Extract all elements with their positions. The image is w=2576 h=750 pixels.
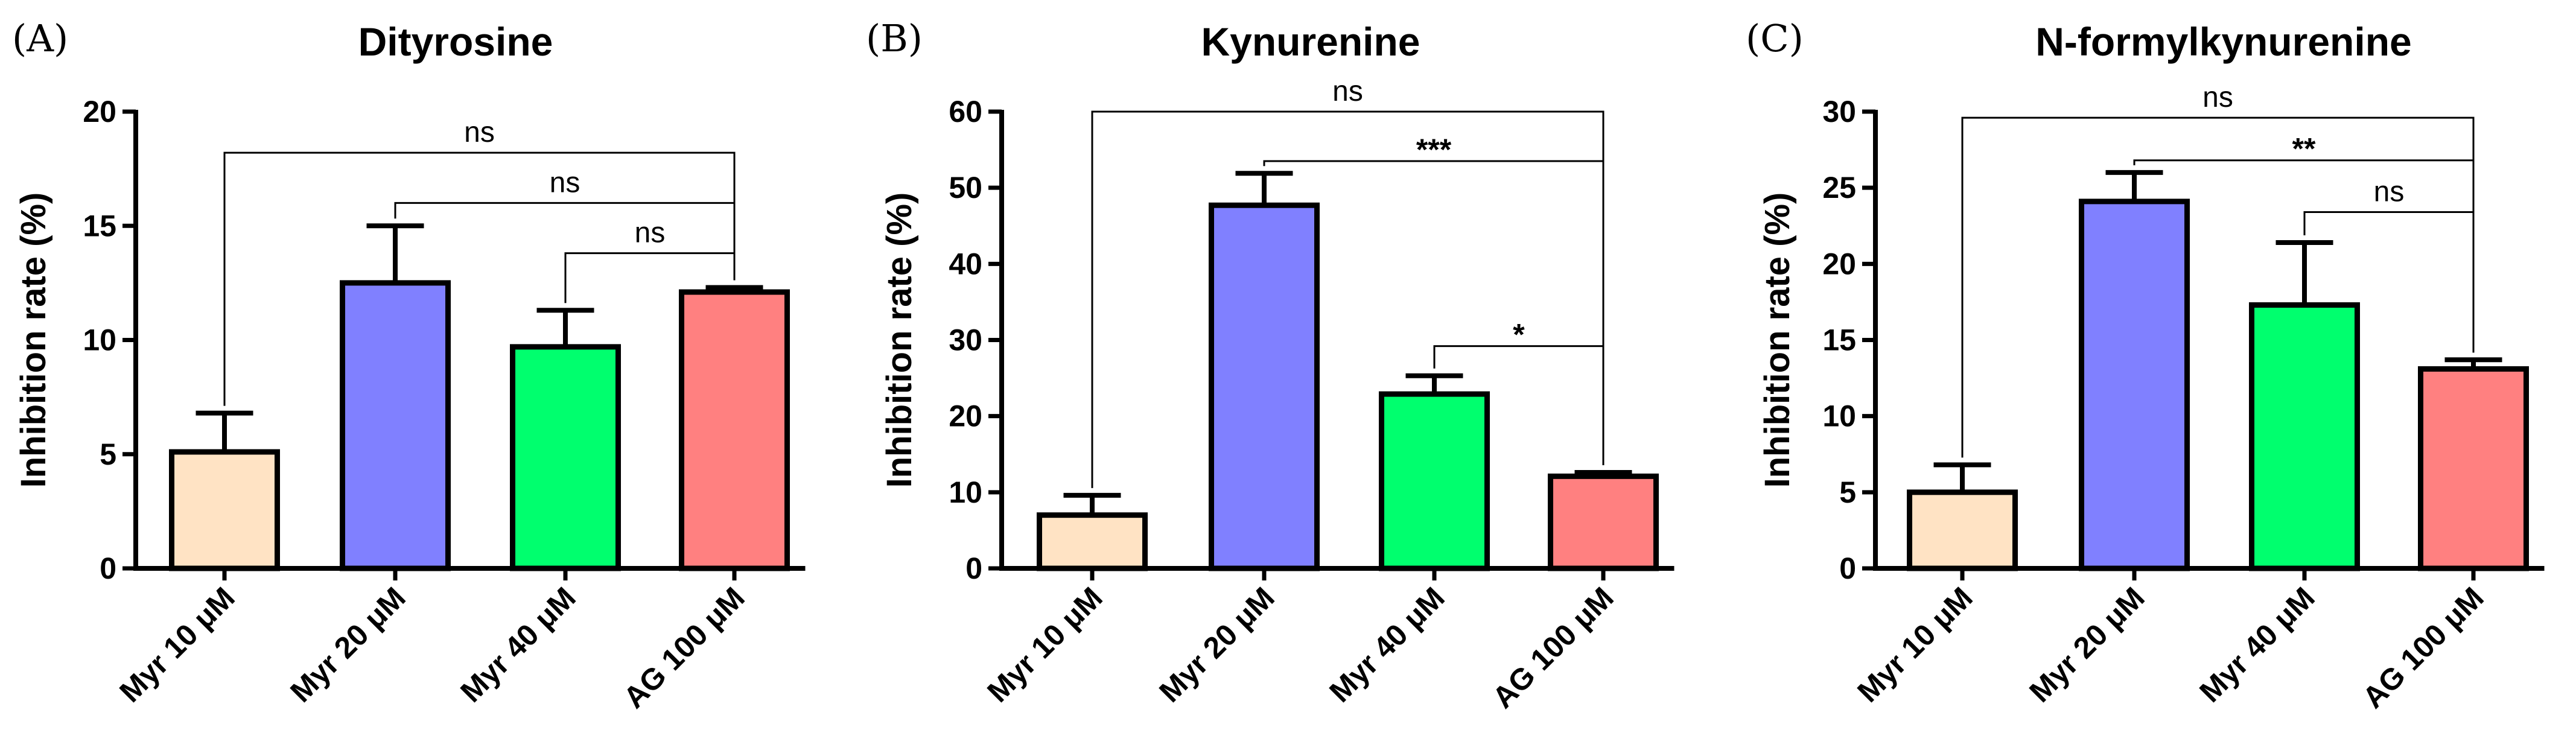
chart-2-y-axis-label: Inhibition rate (%) — [1758, 192, 1797, 488]
chart-1-y-tick-label: 20 — [949, 399, 982, 433]
chart-0-significance-bracket — [564, 252, 736, 303]
chart-1-significance-label: *** — [1416, 133, 1452, 167]
chart-0-y-tick-label: 20 — [83, 95, 116, 129]
chart-1-significance-bracket — [1433, 345, 1604, 466]
chart-1-panel-letter: (B) — [866, 16, 923, 60]
chart-2-panel-letter: (C) — [1746, 16, 1804, 60]
chart-2-title: N-formylkynurenine — [2035, 19, 2411, 64]
chart-2-significance-label: ns — [2202, 81, 2233, 113]
chart-2-y-tick-label: 30 — [1822, 95, 1856, 129]
chart-1-category-label: Myr 10 μM — [981, 580, 1109, 709]
chart-1-bar — [1548, 473, 1659, 571]
chart-0-y-tick-label: 5 — [100, 437, 116, 471]
chart-0-significance-label: ns — [464, 116, 495, 148]
chart-2-bar — [2249, 302, 2360, 571]
chart-1-panel: (B) Kynurenine Inhibition rate (%) 0 10 20 30 4… — [866, 16, 1674, 715]
chart-1-bar — [1379, 391, 1490, 571]
chart-2-y-tick-label: 25 — [1822, 171, 1856, 205]
chart-0-category-label: AG 100 μM — [617, 580, 751, 714]
chart-1-y-tick-label: 30 — [949, 323, 982, 357]
chart-0-y-axis-label: Inhibition rate (%) — [14, 192, 53, 488]
chart-1-significance-bracket — [1091, 110, 1604, 488]
chart-0-significance-label: ns — [550, 167, 580, 199]
chart-0-bar — [169, 449, 280, 571]
chart-2-bar — [2418, 366, 2529, 571]
chart-1-y-tick-label: 50 — [949, 171, 982, 205]
chart-2-category-label: Myr 10 μM — [1851, 580, 1979, 709]
chart-2-y-tick-label: 20 — [1822, 247, 1856, 281]
chart-0-significance-bracket — [394, 202, 736, 281]
chart-1-significance-bracket — [1263, 160, 1604, 466]
chart-0-y-tick-label: 0 — [100, 551, 116, 585]
chart-2-panel: (C) N-formylkynurenine Inhibition rate (%)… — [1746, 16, 2545, 715]
chart-2-y-tick-label: 5 — [1839, 475, 1856, 509]
chart-0-category-label: Myr 10 μM — [113, 580, 241, 709]
chart-2-y-tick-label: 10 — [1822, 399, 1856, 433]
chart-1-y-tick-label: 60 — [949, 95, 982, 129]
chart-1-bar — [1209, 202, 1320, 571]
chart-2-significance-label: ns — [2374, 176, 2405, 208]
chart-1-significance-label: * — [1513, 318, 1525, 352]
chart-1-y-tick-label: 0 — [965, 551, 982, 585]
chart-1-y-axis-label: Inhibition rate (%) — [880, 192, 919, 488]
chart-2-y-tick-label: 0 — [1839, 551, 1856, 585]
chart-0-significance-label: ns — [635, 217, 666, 249]
chart-0-y-tick-label: 10 — [83, 323, 116, 357]
chart-1-significance-label: ns — [1332, 75, 1363, 107]
chart-2-bar — [1907, 489, 2018, 571]
chart-1-bar — [1037, 512, 1148, 571]
chart-2-category-label: Myr 40 μM — [2193, 580, 2321, 709]
chart-1-category-label: Myr 20 μM — [1153, 580, 1281, 709]
chart-2-category-label: AG 100 μM — [2356, 580, 2490, 714]
chart-1-category-label: AG 100 μM — [1486, 580, 1620, 714]
chart-0-title: Dityrosine — [358, 19, 553, 64]
chart-1-category-label: Myr 40 μM — [1323, 580, 1451, 709]
chart-2-category-label: Myr 20 μM — [2023, 580, 2151, 709]
chart-2-y-tick-label: 15 — [1822, 323, 1856, 357]
chart-2-significance-bracket — [2303, 211, 2475, 353]
chart-0-category-label: Myr 40 μM — [454, 580, 582, 709]
chart-0-bar — [510, 344, 621, 571]
chart-0-category-label: Myr 20 μM — [284, 580, 412, 709]
chart-0-panel-letter: (A) — [12, 16, 68, 60]
chart-0-bar — [340, 280, 451, 571]
chart-0-significance-bracket — [223, 151, 736, 406]
chart-0-bar — [679, 289, 790, 571]
chart-2-bar — [2079, 199, 2190, 571]
chart-0-panel: (A) Dityrosine Inhibition rate (%) 0 5 10 15 20… — [12, 16, 806, 715]
chart-1-y-tick-label: 10 — [949, 475, 982, 509]
chart-2-significance-label: ** — [2292, 132, 2316, 166]
chart-0-y-tick-label: 15 — [83, 209, 116, 243]
chart-1-y-tick-label: 40 — [949, 247, 982, 281]
chart-1-title: Kynurenine — [1201, 19, 1420, 64]
chart-2-significance-bracket — [1961, 116, 2475, 458]
